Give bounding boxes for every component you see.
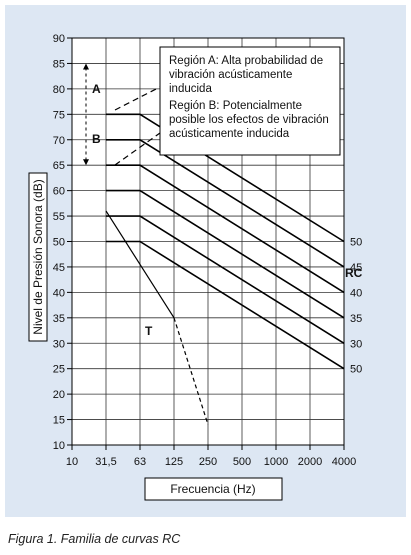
rc-label: RC [345, 266, 363, 280]
x-tick-label: 125 [165, 456, 183, 468]
y-tick-label: 90 [53, 33, 65, 45]
legend-line-1: Región A: Alta probabilidad de [169, 55, 323, 67]
region-arrow-bottom [83, 159, 89, 166]
t-curve-label: T [145, 324, 153, 338]
rc-curves: 50 45 40 35 30 50 [83, 63, 362, 425]
region-arrow-top [83, 63, 89, 70]
legend-line-6: acústicamente inducida [169, 128, 290, 140]
y-tick-label: 25 [53, 364, 65, 376]
y-tick-label: 50 [53, 237, 65, 249]
rc-curve-label: 30 [350, 338, 362, 350]
legend-line-2: vibración acústicamente [169, 69, 292, 81]
y-tick-label: 85 [53, 58, 65, 70]
figure-panel: 50 45 40 35 30 50 10 15 20 25 30 35 40 45 50 55 60 65 70 7… [5, 5, 406, 517]
rc-curve-line [106, 189, 345, 319]
y-tick-label: 15 [53, 415, 65, 427]
rc-curve-line [106, 164, 345, 294]
y-tick-label: 45 [53, 262, 65, 274]
rc-curve-line [106, 139, 345, 268]
y-axis-label-box [28, 172, 48, 342]
legend-box [159, 46, 341, 156]
region-b-label: B [92, 132, 101, 146]
region-a-label: A [92, 82, 101, 96]
legend-line-5: posible los efectos de vibración [169, 114, 329, 126]
rc-curves-chart: 50 45 40 35 30 50 10 15 20 25 30 35 40 45 50 55 60 65 70 7… [28, 33, 363, 501]
y-axis-label: Nivel de Presión Sonora (dB) [31, 179, 45, 334]
x-tick-label: 10 [66, 456, 78, 468]
x-tick-label: 4000 [332, 456, 356, 468]
legend-line-4: Región B: Potencialmente [169, 100, 302, 112]
y-tick-label: 55 [53, 211, 65, 223]
leader-a [114, 86, 161, 111]
y-tick-label: 80 [53, 84, 65, 96]
rc-curve-label: 45 [350, 262, 362, 274]
y-tick-label: 35 [53, 313, 65, 325]
y-tick-label: 20 [53, 389, 65, 401]
x-tick-label: 500 [233, 456, 251, 468]
x-axis-label-box [144, 477, 283, 501]
figure-caption: Figura 1. Familia de curvas RC [8, 532, 181, 546]
plot-frame [71, 37, 345, 446]
y-tick-label: 65 [53, 160, 65, 172]
x-tick-label: 250 [199, 456, 217, 468]
rc-curve-label: 50 [350, 237, 362, 249]
rc-curve-line [106, 240, 345, 370]
x-axis-label: Frecuencia (Hz) [170, 482, 255, 496]
rc-curve-line [106, 113, 345, 243]
rc-curve-label: 40 [350, 287, 362, 299]
y-tick-label: 10 [53, 440, 65, 452]
x-tick-label: 63 [134, 456, 146, 468]
y-tick-label: 60 [53, 186, 65, 198]
t-curve-dashed [173, 317, 209, 425]
y-tick-label: 75 [53, 109, 65, 121]
y-tick-label: 70 [53, 135, 65, 147]
x-tick-label: 2000 [298, 456, 322, 468]
x-tick-label: 31,5 [95, 456, 116, 468]
t-curve-solid [105, 210, 175, 319]
rc-curve-line [106, 215, 345, 344]
legend-line-3: inducida [169, 83, 212, 95]
rc-curve-label: 35 [350, 313, 362, 325]
x-tick-label: 1000 [264, 456, 288, 468]
axes: 10 15 20 25 30 35 40 45 50 55 60 65 70 75 80 85 90 10 31,5… [53, 33, 356, 468]
y-tick-label: 30 [53, 338, 65, 350]
y-tick-label: 40 [53, 287, 65, 299]
rc-curve-label: 50 [350, 364, 362, 376]
